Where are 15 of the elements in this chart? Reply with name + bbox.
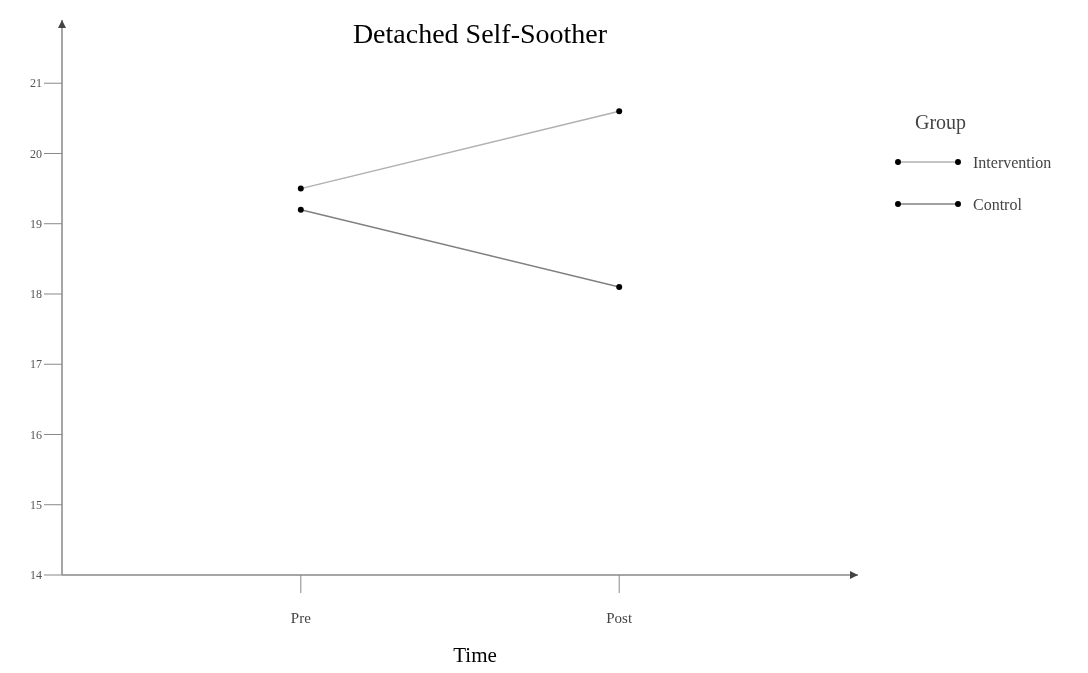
legend-label: Intervention <box>973 153 1052 171</box>
y-tick-label: 21 <box>30 76 42 91</box>
x-axis-title: Time <box>453 643 497 667</box>
x-tick-label: Pre <box>290 610 312 626</box>
y-tick-label: 18 <box>30 287 42 302</box>
y-tick-label: 19 <box>30 216 42 231</box>
y-tick-label: 17 <box>30 357 42 372</box>
y-tick-label: 14 <box>30 568 42 583</box>
y-tick-label: 16 <box>30 427 42 442</box>
x-tick-label: Post <box>606 610 633 626</box>
y-tick-label: 15 <box>30 497 42 512</box>
chart-title: Detached Self-Soother <box>352 18 608 49</box>
legend-title: Group <box>915 111 967 134</box>
y-tick-label: 20 <box>30 146 42 161</box>
legend-label: Control <box>973 195 1023 213</box>
